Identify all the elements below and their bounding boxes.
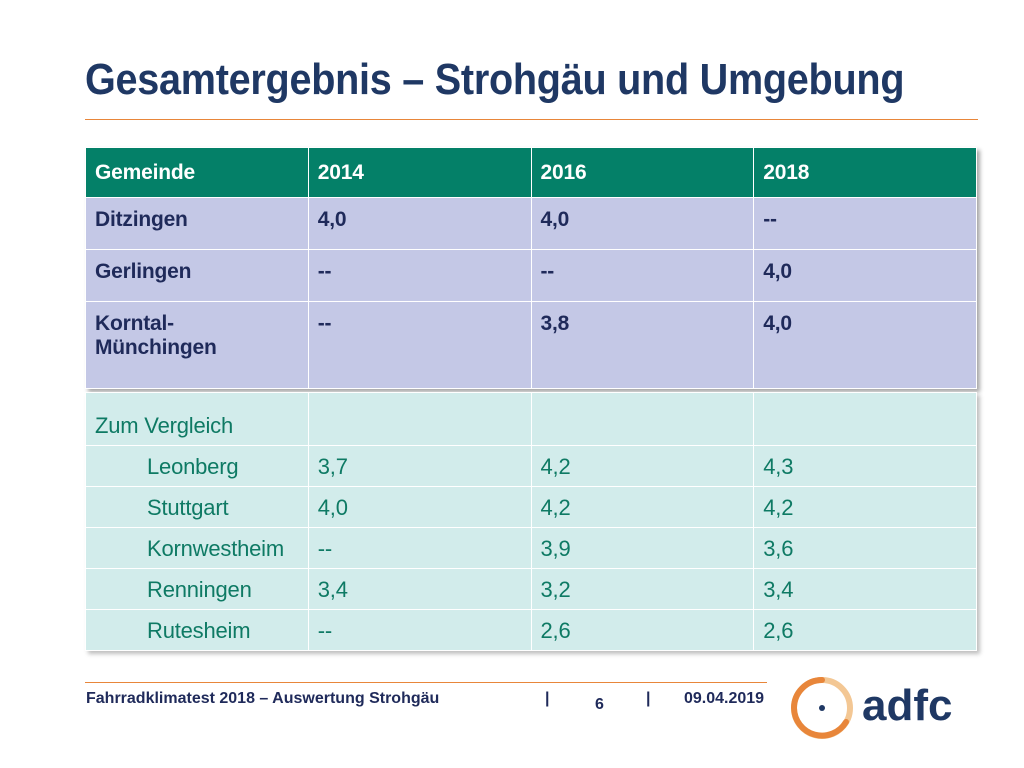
cell-gemeinde: Kornwestheim: [85, 527, 309, 569]
table-row: Stuttgart 4,0 4,2 4,2: [85, 486, 977, 528]
cell-value: 4,0: [753, 249, 977, 302]
header-cell-2016: 2016: [530, 147, 755, 198]
cell-value: 4,0: [753, 301, 977, 389]
table-row: Korntal- Münchingen -- 3,8 4,0: [85, 301, 977, 389]
table-row: Rutesheim -- 2,6 2,6: [85, 609, 977, 651]
cell-value: 3,6: [753, 527, 977, 569]
empty-cell: [307, 392, 532, 446]
cell-gemeinde: Stuttgart: [85, 486, 309, 528]
header-cell-2018: 2018: [753, 147, 977, 198]
title-divider: [85, 119, 978, 120]
cell-gemeinde-line2: Münchingen: [95, 336, 217, 359]
cell-gemeinde: Ditzingen: [85, 197, 309, 250]
cell-value: 4,0: [307, 197, 532, 250]
results-table: Gemeinde 2014 2016 2018 Ditzingen 4,0 4,…: [85, 147, 977, 389]
cell-value: --: [307, 249, 532, 302]
cell-gemeinde: Gerlingen: [85, 249, 309, 302]
cell-value: 3,7: [307, 445, 532, 487]
cell-value: 3,2: [530, 568, 755, 610]
cell-value: 3,9: [530, 527, 755, 569]
cell-value: --: [307, 527, 532, 569]
cell-gemeinde: Korntal- Münchingen: [85, 301, 309, 389]
header-cell-2014: 2014: [307, 147, 532, 198]
adfc-logo: adfc: [790, 677, 952, 739]
cell-value: --: [530, 249, 755, 302]
empty-cell: [753, 392, 977, 446]
page-title: Gesamtergebnis – Strohgäu und Umgebung: [85, 55, 905, 104]
cell-gemeinde: Leonberg: [85, 445, 309, 487]
cell-value: 3,8: [530, 301, 755, 389]
logo-ring: [790, 677, 849, 739]
cell-value: 2,6: [753, 609, 977, 651]
cell-gemeinde-line1: Korntal-: [95, 312, 174, 335]
comparison-label: Zum Vergleich: [85, 392, 309, 446]
cell-value: --: [307, 301, 532, 389]
table-row: Ditzingen 4,0 4,0 --: [85, 197, 977, 250]
cell-value: 4,0: [530, 197, 755, 250]
cell-value: 2,6: [530, 609, 755, 651]
logo-dot: [819, 705, 825, 711]
cell-value: --: [307, 609, 532, 651]
footer-separator: |: [646, 690, 651, 707]
page-number: 6: [595, 696, 604, 713]
cell-value: 4,0: [307, 486, 532, 528]
cell-gemeinde: Renningen: [85, 568, 309, 610]
comparison-table: Zum Vergleich Leonberg 3,7 4,2 4,3 Stutt…: [85, 392, 977, 651]
table-header-row: Gemeinde 2014 2016 2018: [85, 147, 977, 198]
cell-value: 3,4: [753, 568, 977, 610]
cell-value: 4,2: [753, 486, 977, 528]
logo-text: adfc: [862, 681, 952, 730]
comparison-header-row: Zum Vergleich: [85, 392, 977, 446]
cell-value: 3,4: [307, 568, 532, 610]
cell-value: --: [753, 197, 977, 250]
cell-value: 4,2: [530, 445, 755, 487]
header-cell-gemeinde: Gemeinde: [85, 147, 309, 198]
cell-value: 4,2: [530, 486, 755, 528]
footer-divider: [85, 682, 767, 683]
table-row: Leonberg 3,7 4,2 4,3: [85, 445, 977, 487]
cell-value: 4,3: [753, 445, 977, 487]
table-row: Kornwestheim -- 3,9 3,6: [85, 527, 977, 569]
cell-gemeinde: Rutesheim: [85, 609, 309, 651]
footer-date: 09.04.2019: [684, 690, 765, 707]
footer-title: Fahrradklimatest 2018 – Auswertung Stroh…: [86, 690, 440, 707]
table-row: Renningen 3,4 3,2 3,4: [85, 568, 977, 610]
table-row: Gerlingen -- -- 4,0: [85, 249, 977, 302]
results-table-container: Gemeinde 2014 2016 2018 Ditzingen 4,0 4,…: [85, 147, 977, 651]
empty-cell: [530, 392, 755, 446]
footer-separator: |: [545, 690, 550, 707]
